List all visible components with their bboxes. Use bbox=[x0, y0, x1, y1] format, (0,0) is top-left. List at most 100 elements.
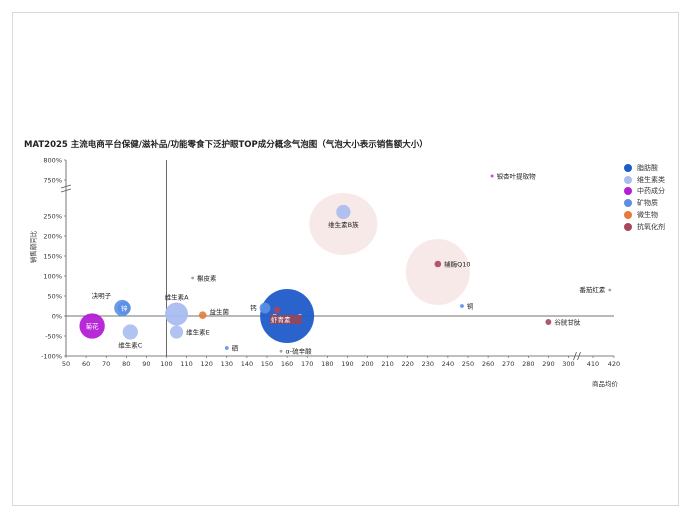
x-tick-label: 410 bbox=[587, 360, 599, 368]
chart-legend: 脂肪酸维生素类中药成分矿物质微生物抗氧化剂 bbox=[624, 162, 665, 233]
legend-item: 矿物质 bbox=[624, 197, 665, 209]
bubble-point bbox=[545, 319, 552, 325]
y-tick-label: 800% bbox=[43, 157, 62, 165]
x-tick-label: 250 bbox=[462, 360, 474, 368]
y-tick-label: 100% bbox=[43, 273, 62, 281]
bubble-point bbox=[79, 313, 105, 339]
y-tick-label: 50% bbox=[48, 293, 62, 301]
legend-marker bbox=[624, 175, 632, 184]
x-axis-break bbox=[573, 351, 581, 361]
x-tick-label: 240 bbox=[442, 360, 454, 368]
legend-label: 脂肪酸 bbox=[637, 163, 658, 172]
chart-frame bbox=[12, 12, 679, 506]
x-tick-label: 140 bbox=[241, 360, 253, 368]
legend-item: 维生素类 bbox=[624, 174, 665, 186]
bubble-label: 维生素E bbox=[186, 328, 210, 337]
legend-label: 矿物质 bbox=[637, 199, 658, 208]
bubble-label: 维生素A bbox=[165, 293, 190, 302]
bubble-label: 辅酶Q10 bbox=[444, 260, 470, 269]
bubble-label: 益生菌 bbox=[209, 307, 229, 316]
x-tick-label: 150 bbox=[261, 360, 273, 368]
x-tick-label: 90 bbox=[142, 360, 150, 368]
bubble-label: 槲皮素 bbox=[197, 274, 217, 283]
x-tick-label: 270 bbox=[502, 360, 514, 368]
legend-label: 微生物 bbox=[637, 211, 658, 220]
x-tick-label: 70 bbox=[102, 360, 110, 368]
legend-item: 中药成分 bbox=[624, 186, 665, 198]
bubble-point bbox=[490, 174, 494, 178]
bubble-label: 银杏叶提取物 bbox=[497, 172, 537, 181]
bubble-label: 谷胱甘肽 bbox=[554, 318, 581, 327]
bubble-point bbox=[608, 288, 612, 292]
legend-item: 抗氧化剂 bbox=[624, 221, 665, 233]
bubble-label: 菊花 bbox=[86, 322, 100, 331]
x-tick-label: 300 bbox=[562, 360, 574, 368]
x-axis-label: 商品均价 bbox=[592, 380, 618, 388]
bubble-point bbox=[122, 324, 138, 340]
x-tick-label: 80 bbox=[122, 360, 130, 368]
x-tick-label: 110 bbox=[180, 360, 192, 368]
legend-marker bbox=[624, 187, 632, 196]
bubble-point bbox=[191, 276, 195, 280]
x-tick-label: 120 bbox=[200, 360, 212, 368]
bubble-label: 铜 bbox=[467, 302, 474, 311]
bubble-point bbox=[279, 349, 283, 353]
x-tick-label: 130 bbox=[221, 360, 233, 368]
x-tick-label: 170 bbox=[301, 360, 313, 368]
x-tick-label: 280 bbox=[522, 360, 534, 368]
bubble-label: 维生素C bbox=[118, 341, 143, 350]
x-tick-label: 160 bbox=[281, 360, 293, 368]
bubble-point bbox=[165, 302, 189, 326]
bubble-point bbox=[117, 301, 131, 315]
x-tick-label: 220 bbox=[401, 360, 413, 368]
x-tick-label: 60 bbox=[82, 360, 90, 368]
legend-item: 微生物 bbox=[624, 209, 665, 221]
y-tick-label: 150% bbox=[43, 253, 62, 261]
x-tick-label: 50 bbox=[62, 360, 70, 368]
y-tick-label: -100% bbox=[41, 353, 62, 361]
x-tick-label: 210 bbox=[381, 360, 393, 368]
legend-marker bbox=[624, 222, 632, 231]
legend-item: 脂肪酸 bbox=[624, 162, 665, 174]
bubble-point bbox=[273, 306, 281, 314]
x-tick-label: 190 bbox=[341, 360, 353, 368]
bubble-label: 钙 bbox=[250, 303, 257, 312]
highlight-ellipse bbox=[405, 239, 470, 305]
legend-label: 维生素类 bbox=[637, 175, 665, 184]
legend-marker bbox=[624, 163, 632, 172]
bubble-point bbox=[434, 260, 442, 268]
bubble-label: 虾青素 bbox=[271, 315, 291, 324]
bubble-point bbox=[336, 204, 351, 220]
x-tick-label: 290 bbox=[542, 360, 554, 368]
y-tick-label: 0% bbox=[52, 313, 62, 321]
y-axis-break bbox=[60, 184, 72, 193]
x-tick-label: 200 bbox=[361, 360, 373, 368]
legend-label: 中药成分 bbox=[637, 187, 665, 196]
label-box bbox=[270, 315, 303, 324]
y-tick-label: 750% bbox=[43, 177, 62, 185]
x-tick-label: 100 bbox=[160, 360, 172, 368]
chart-title: MAT2025 主流电商平台保健/滋补品/功能零食下泛护眼TOP成分概念气泡图（… bbox=[24, 140, 428, 150]
bubble-label: 锌 bbox=[121, 304, 128, 313]
x-tick-label: 420 bbox=[608, 360, 620, 368]
bubble-label: 硒 bbox=[232, 345, 239, 353]
x-tick-label: 260 bbox=[482, 360, 494, 368]
x-tick-label: 230 bbox=[422, 360, 434, 368]
y-tick-label: 200% bbox=[43, 233, 62, 241]
y-tick-label: -50% bbox=[45, 333, 62, 341]
legend-marker bbox=[624, 211, 632, 220]
bubble-point bbox=[169, 325, 184, 339]
bubble-point bbox=[224, 346, 229, 350]
bubble-label: α-硫辛酸 bbox=[285, 347, 312, 356]
bubble-point bbox=[198, 311, 207, 320]
legend-marker bbox=[624, 199, 632, 208]
x-tick-label: 180 bbox=[321, 360, 333, 368]
y-tick-label: 250% bbox=[43, 213, 62, 221]
bubble-label: 决明子 bbox=[92, 291, 112, 300]
legend-label: 抗氧化剂 bbox=[637, 222, 665, 231]
highlight-ellipse bbox=[309, 193, 378, 255]
bubble-label: 番茄红素 bbox=[579, 285, 606, 294]
bubble-point bbox=[259, 302, 271, 314]
bubble-label: 维生素B族 bbox=[328, 220, 359, 229]
